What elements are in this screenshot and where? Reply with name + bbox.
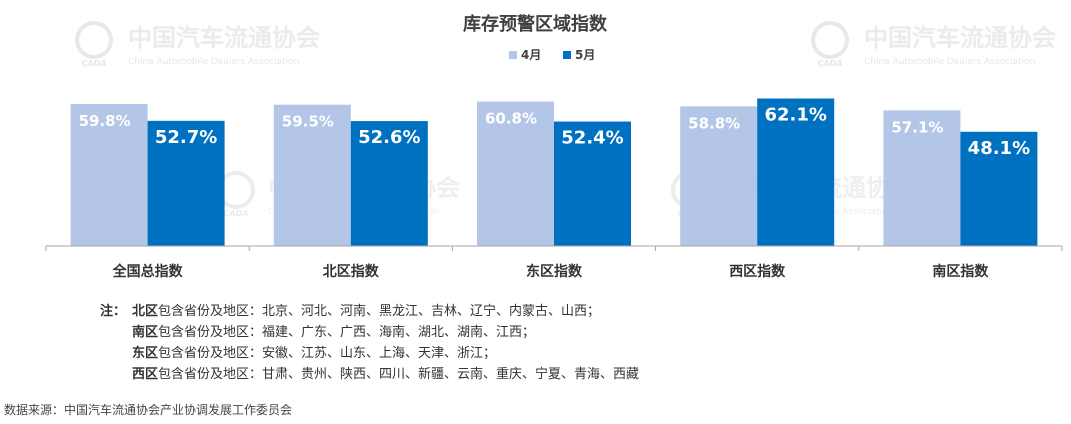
bar-value-label: 48.1%: [968, 138, 1030, 159]
bar-april: [70, 103, 148, 246]
legend-swatch-may: [563, 51, 571, 59]
watermark-cn: 中国汽车流通协会: [128, 23, 320, 52]
bar-value-label: 57.1%: [891, 118, 943, 136]
watermark-logo-icon: [75, 21, 113, 59]
legend-label-may: 5月: [575, 48, 595, 62]
note-row-west: 西区包含省份及地区：甘肃、贵州、陕西、四川、新疆、云南、重庆、宁夏、青海、西藏: [100, 364, 639, 385]
note-region-label: 东区: [132, 346, 159, 361]
bar-april: [477, 101, 554, 246]
category-label: 东区指数: [526, 263, 583, 280]
bar-value-label: 60.8%: [485, 110, 537, 128]
note-region-text: 包含省份及地区：安徽、江苏、山东、上海、天津、浙江；: [158, 346, 497, 361]
bar-may: [147, 120, 225, 246]
watermark-logo-icon: [811, 21, 849, 59]
bar-value-label: 52.6%: [358, 127, 420, 148]
watermark-en: China Automobile Dealers Association: [864, 57, 1035, 67]
category-label: 西区指数: [729, 263, 786, 280]
note-region-text: 包含省份及地区：北京、河北、河南、黑龙江、吉林、辽宁、内蒙古、山西；: [158, 304, 601, 319]
x-axis: 全国总指数 北区指数 东区指数 西区指数 南区指数: [45, 245, 1063, 280]
bar-april: [883, 110, 961, 246]
legend-swatch-april: [509, 51, 517, 59]
inventory-warning-region-chart: CADA 中国汽车流通协会 China Automobile Dealers A…: [45, 13, 1063, 280]
watermark-top-left: CADA 中国汽车流通协会 China Automobile Dealers A…: [75, 21, 320, 68]
note-region-label: 南区: [132, 325, 159, 340]
watermark-logo-text: CADA: [224, 209, 249, 218]
note-row-south: 南区包含省份及地区：福建、广东、广西、海南、湖北、湖南、江西；: [100, 322, 639, 343]
bar-value-label: 59.5%: [282, 113, 334, 131]
chart-title: 库存预警区域指数: [463, 13, 608, 35]
note-region-text: 包含省份及地区：福建、广东、广西、海南、湖北、湖南、江西；: [158, 325, 536, 340]
bar-may: [350, 121, 428, 246]
note-row-east: 东区包含省份及地区：安徽、江苏、山东、上海、天津、浙江；: [100, 343, 639, 364]
bar-april: [680, 106, 758, 246]
watermark-logo-text: CADA: [82, 59, 107, 68]
category-label: 南区指数: [932, 263, 989, 280]
note-region-label: 西区: [132, 367, 159, 382]
watermark-cn: 中国汽车流通协会: [864, 23, 1056, 52]
bar-value-label: 52.7%: [155, 127, 217, 148]
category-label: 北区指数: [323, 263, 380, 280]
bar-value-label: 58.8%: [688, 114, 740, 132]
watermark-en: China Automobile Dealers Association: [128, 57, 299, 67]
legend-label-april: 4月: [521, 48, 541, 62]
bar-april: [273, 104, 351, 246]
data-source: 数据来源：中国汽车流通协会产业协调发展工作委员会: [4, 403, 293, 417]
bar-may: [757, 98, 835, 246]
bar-value-label: 62.1%: [764, 105, 826, 126]
bar-value-label: 59.8%: [79, 112, 131, 130]
bar-may: [960, 131, 1038, 246]
category-label: 全国总指数: [112, 263, 184, 280]
chart-legend: 4月 5月: [509, 48, 595, 62]
bar-value-label: 52.4%: [561, 128, 623, 149]
note-lead: 注：: [100, 304, 127, 319]
watermark-top-right: CADA 中国汽车流通协会 China Automobile Dealers A…: [811, 21, 1056, 68]
bars-layer: 59.8% 52.7% 59.5% 52.6% 60.8% 52.4% 58.8% 62.1%…: [70, 98, 1038, 246]
note-region-label: 北区: [132, 304, 159, 319]
notes-block: 注： 北区包含省份及地区：北京、河北、河南、黑龙江、吉林、辽宁、内蒙古、山西； 南…: [100, 301, 639, 385]
watermark-logo-text: CADA: [818, 59, 843, 68]
bar-may: [554, 121, 631, 246]
note-row-north: 注： 北区包含省份及地区：北京、河北、河南、黑龙江、吉林、辽宁、内蒙古、山西；: [100, 301, 639, 322]
note-region-text: 包含省份及地区：甘肃、贵州、陕西、四川、新疆、云南、重庆、宁夏、青海、西藏: [158, 367, 640, 382]
